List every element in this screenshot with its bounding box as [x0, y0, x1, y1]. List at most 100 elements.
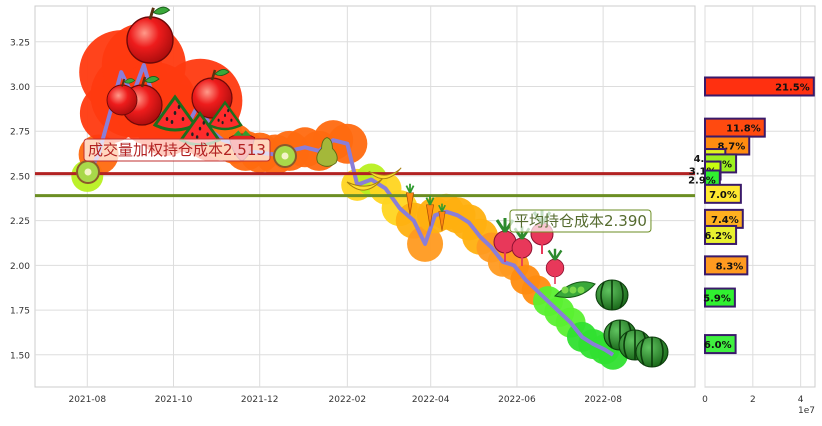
- melon-seed: [195, 135, 199, 140]
- melon-seed: [223, 113, 227, 117]
- x-tick-label: 2022-06: [498, 395, 536, 405]
- radish-body: [511, 237, 533, 259]
- average-cost-annotation: 平均持仓成本2.390: [509, 209, 652, 233]
- kiwi-marker: [273, 144, 297, 168]
- radish-body: [545, 258, 565, 278]
- pea: [561, 286, 569, 294]
- pear-marker: [316, 137, 338, 167]
- apple-stem: [121, 78, 126, 87]
- apple-stem: [210, 69, 217, 81]
- watermelon-stripes: [640, 337, 664, 367]
- apple-stem: [140, 76, 147, 88]
- side-bar-label: 6.0%: [704, 340, 732, 351]
- fruit-markers: [76, 6, 669, 368]
- apple-leaf: [152, 6, 171, 15]
- radish-marker: [511, 226, 533, 267]
- side-bar: [704, 76, 815, 97]
- side-bar-label: 11.8%: [726, 124, 761, 135]
- side-bar: [704, 287, 736, 308]
- melon-seed: [173, 111, 177, 115]
- carrot-body: [425, 204, 435, 227]
- carrot-top: [438, 203, 446, 212]
- watermelon-slice-marker: [207, 100, 243, 131]
- x-tick-label: 2021-08: [68, 395, 106, 405]
- melon-seed: [198, 126, 202, 131]
- apple-leaf: [123, 78, 136, 84]
- x-tick-label: 2022-02: [329, 395, 367, 405]
- melon-seed: [165, 117, 169, 121]
- side-bar-label: 2.9%: [688, 176, 716, 187]
- average-cost-box: [509, 209, 652, 233]
- y-tick-label: 2.50: [10, 172, 30, 182]
- x-tick-label: 2022-08: [584, 395, 622, 405]
- strawberry-leaves: [233, 130, 251, 136]
- side-tick-label: 0: [702, 395, 708, 405]
- x-tick-label: 2021-10: [155, 395, 193, 405]
- cost-annotations: 成交量加权持仓成本2.513 平均持仓成本2.390: [83, 138, 652, 233]
- side-bar-label: 6.2%: [704, 231, 732, 242]
- price-plot: 成交量加权持仓成本2.513 平均持仓成本2.390 1.50 1.75 2.00 2…: [10, 5, 696, 405]
- volume-by-price-plot: 21.5%11.8%8.7%4.1%6.1%3.1%2.9%7.0%7.4%6.…: [688, 5, 816, 416]
- melon-seed: [227, 109, 230, 113]
- watermelon-marker: [595, 279, 629, 311]
- radish-marker: [545, 248, 565, 285]
- y-tick-label: 1.75: [10, 307, 30, 317]
- melon-seed: [177, 105, 181, 109]
- side-bar: [704, 224, 738, 245]
- apple-leaf: [144, 76, 160, 83]
- x-axis-ticks: 2021-08 2021-10 2021-12 2022-02 2022-04 2022-…: [68, 395, 622, 405]
- peapod-marker: [554, 281, 596, 298]
- kiwi-marker: [76, 160, 100, 184]
- x-tick-label: 2021-12: [241, 395, 279, 405]
- radish-leaves: [547, 248, 563, 261]
- apple-stem: [148, 7, 155, 20]
- side-bar: [704, 255, 749, 276]
- melon-seed: [206, 132, 209, 137]
- side-tick-label: 2: [750, 395, 756, 405]
- y-tick-label: 3.25: [10, 38, 30, 48]
- pea: [577, 286, 585, 294]
- side-bar-label: 3.1%: [689, 167, 717, 178]
- melon-seed: [217, 118, 220, 122]
- y-tick-label: 2.25: [10, 217, 30, 227]
- side-tick-label: 4: [798, 395, 804, 405]
- side-bars: 21.5%11.8%8.7%4.1%6.1%3.1%2.9%7.0%7.4%6.…: [688, 76, 815, 355]
- kiwi-core: [84, 168, 92, 176]
- apple-marker: [106, 78, 138, 116]
- side-bar: [704, 334, 737, 355]
- side-bar-label: 8.3%: [716, 261, 744, 272]
- melon-seed: [170, 120, 174, 124]
- carrot-top: [405, 183, 415, 194]
- watermelon-marker: [635, 336, 669, 368]
- y-tick-label: 1.50: [10, 351, 30, 361]
- y-tick-label: 3.00: [10, 83, 30, 93]
- pea: [569, 286, 577, 294]
- average-cost-label: 平均持仓成本2.390: [514, 212, 647, 230]
- apple-marker: [126, 6, 174, 64]
- carrot-body: [405, 192, 415, 215]
- side-x-ticks: 0 2 4: [702, 395, 804, 405]
- carrot-body: [438, 211, 446, 231]
- side-bar-label: 7.0%: [709, 190, 737, 201]
- side-bar: [704, 183, 742, 204]
- weighted-cost-annotation: 成交量加权持仓成本2.513: [83, 138, 271, 162]
- apple-body: [126, 16, 174, 64]
- banana-marker: [368, 167, 402, 180]
- x-tick-label: 2022-04: [412, 395, 450, 405]
- apple-leaf: [214, 69, 230, 76]
- side-bar-label: 5.9%: [703, 294, 731, 305]
- pear-body: [316, 137, 338, 167]
- melon-seed: [202, 121, 206, 125]
- weighted-cost-box: [83, 138, 271, 162]
- apple-body: [106, 84, 138, 116]
- melon-seed: [230, 118, 233, 122]
- carrot-marker: [438, 203, 446, 231]
- carrot-marker: [425, 195, 435, 227]
- watermelon-stripes: [600, 280, 624, 310]
- y-tick-label: 2.75: [10, 128, 30, 138]
- weighted-cost-label: 成交量加权持仓成本2.513: [88, 141, 266, 159]
- carrot-marker: [405, 183, 415, 215]
- melon-seed: [191, 132, 194, 137]
